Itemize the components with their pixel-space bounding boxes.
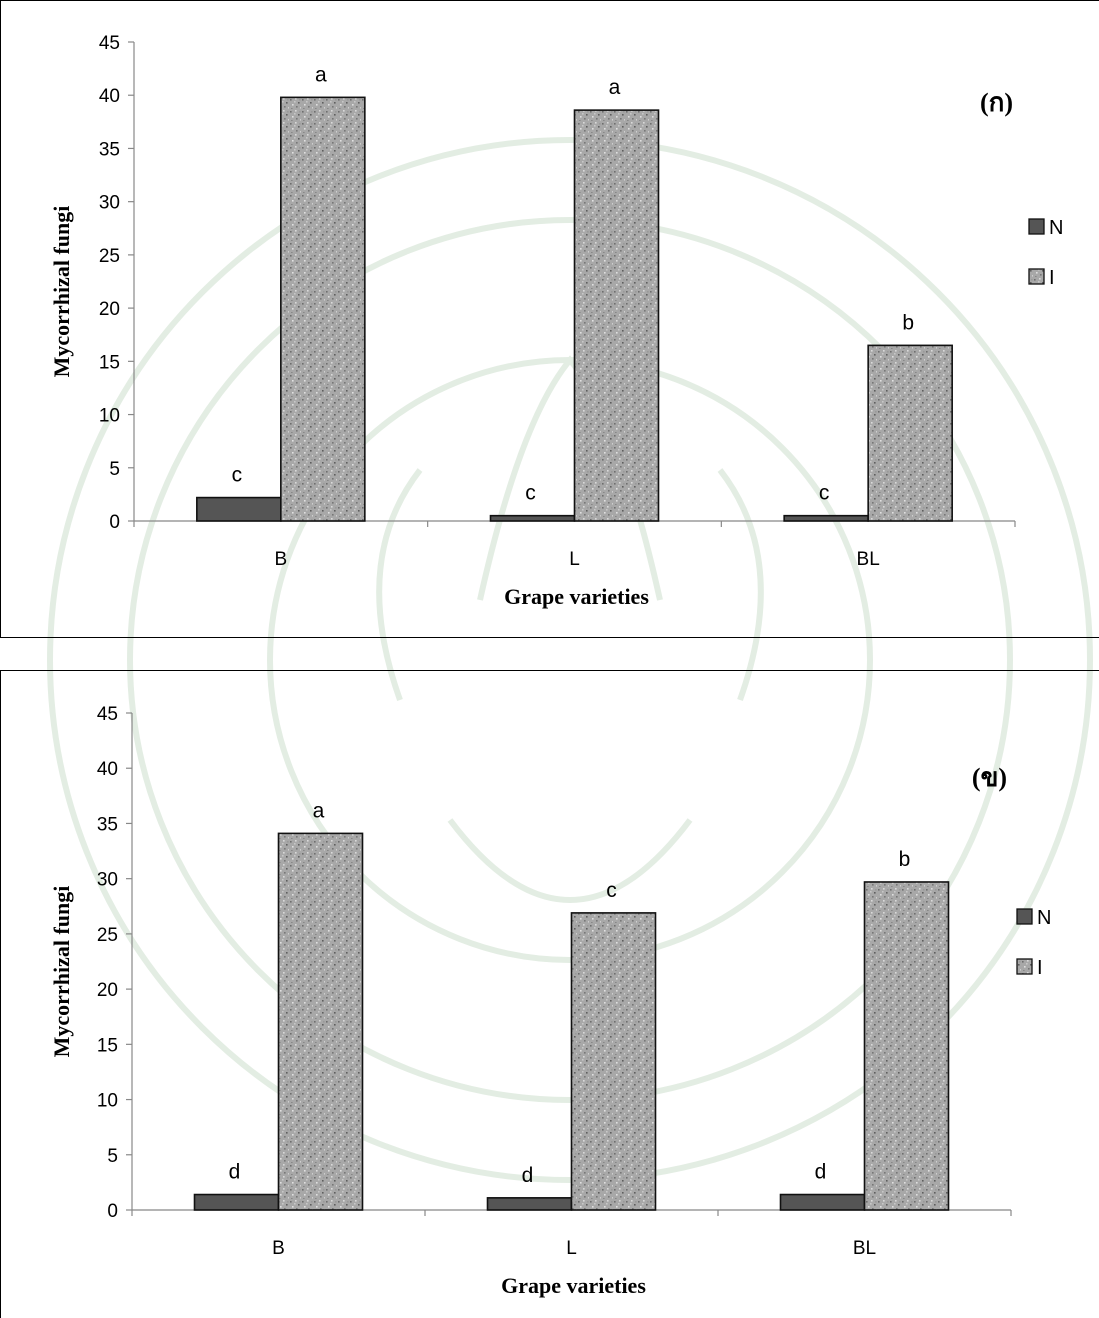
chart-a-svg: 0 5 10 15 20 25 30 35 40 45 Bc a Lc a BL c b Grape variet… [49,33,1063,609]
chart-a-y-tick-label: 10 [99,406,120,427]
chart-a-bar-I-BL [867,344,953,522]
chart-b-significance-label: b [899,848,911,871]
chart-a-bar-I-L [573,109,660,522]
chart-a-y-tick-label: 0 [109,512,120,533]
chart-a-bar-N-BL [783,514,869,522]
chart-a-x-tick-label: BL [857,549,880,570]
chart-b-bar-N-B [193,1193,280,1211]
chart-b-y-tick-label: 35 [97,814,118,835]
chart-a-x-axis-title: Grape varieties [504,584,649,609]
chart-b-x-tick-label: B [272,1238,285,1259]
chart-b-bar-I-BL [863,881,950,1211]
chart-a-y-tick-label: 30 [99,193,120,214]
chart-b-svg: 0 5 10 15 20 25 30 35 40 45 Bd a Ld c BL d b Grape variet… [49,704,1051,1298]
chart-a-y-tick-label: 25 [99,246,120,267]
chart-b-bar-N-BL [779,1193,866,1211]
chart-a-bar-N-L [489,514,576,522]
chart-b-y-tick-label: 10 [97,1091,118,1112]
chart-a-significance-label: a [609,76,621,99]
chart-b-x-tick-label: L [566,1238,577,1259]
chart-b-legend-label: N [1037,907,1051,929]
chart-b-legend-swatch-I [1016,958,1033,975]
chart-b-y-tick-label: 45 [97,704,118,725]
chart-b-bar-N-L [486,1197,573,1211]
chart-b-y-tick-label: 40 [97,759,118,780]
chart-b-significance-label: d [815,1161,827,1184]
chart-a-y-tick-label: 20 [99,299,120,320]
chart-a-x-tick-label: B [274,549,287,570]
chart-a-bar-I-B [280,96,366,522]
chart-a-significance-label: b [902,311,914,334]
chart-b-bar-I-L [570,912,657,1211]
chart-b-y-tick-label: 20 [97,980,118,1001]
chart-b-legend-label: I [1037,957,1043,979]
chart-a-bar-N-B [196,496,282,522]
chart-a-y-tick-label: 15 [99,352,120,373]
chart-a-significance-label: c [232,464,243,487]
chart-b-y-tick-label: 25 [97,925,118,946]
chart-b-significance-label: d [229,1161,241,1184]
chart-a-legend-swatch-N [1028,218,1045,235]
chart-a-y-tick-label: 40 [99,86,120,107]
chart-a-legend-label: I [1049,267,1055,289]
chart-b-x-tick-label: BL [853,1238,876,1259]
chart-a-x-tick-label: L [569,549,580,570]
chart-a-y-tick-label: 35 [99,139,120,160]
chart-a-significance-label: c [525,482,536,505]
chart-a-panel-label: (ก) [980,88,1013,117]
chart-b-legend-swatch-N [1016,908,1033,925]
chart-a-legend-label: N [1049,217,1063,239]
chart-b-y-tick-label: 15 [97,1035,118,1056]
chart-a-legend-swatch-I [1028,268,1045,285]
chart-b-x-axis-title: Grape varieties [501,1273,646,1298]
chart-b-bar-I-B [277,832,364,1211]
chart-a-y-tick-label: 45 [99,33,120,54]
chart-a-significance-label: a [315,63,327,86]
chart-a-significance-label: c [819,482,830,505]
chart-b-significance-label: d [522,1164,534,1187]
chart-b-significance-label: c [606,879,617,902]
chart-b-y-tick-label: 30 [97,870,118,891]
chart-b-y-tick-label: 0 [107,1201,118,1222]
chart-b-y-tick-label: 5 [107,1146,118,1167]
chart-a-y-tick-label: 5 [109,459,120,480]
chart-b-y-axis-title: Mycorrhizal fungi [49,886,74,1058]
chart-b-panel-label: (ข) [972,763,1007,792]
chart-a-y-axis-title: Mycorrhizal fungi [49,206,74,378]
chart-b-significance-label: a [313,799,325,822]
